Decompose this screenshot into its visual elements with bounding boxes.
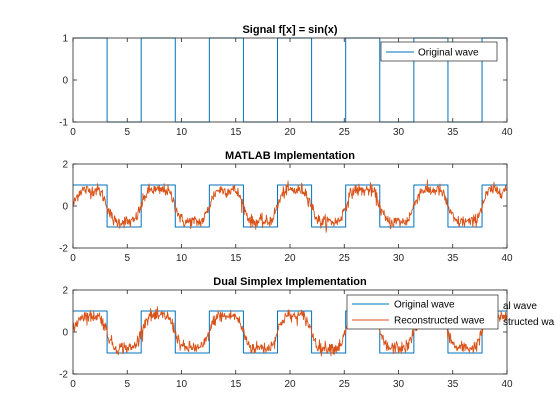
x-tick-label: 25 xyxy=(339,127,351,138)
plot-area xyxy=(73,164,507,248)
y-tick-label: 0 xyxy=(62,76,68,87)
y-tick-label: 0 xyxy=(62,202,68,213)
x-tick-label: 40 xyxy=(501,127,513,138)
x-tick-label: 35 xyxy=(447,253,459,264)
x-tick-label: 30 xyxy=(393,379,405,390)
series-group xyxy=(73,179,507,233)
x-tick-label: 35 xyxy=(447,127,459,138)
x-tick-label: 0 xyxy=(70,253,76,264)
y-tick-label: -1 xyxy=(59,118,68,129)
x-tick-label: 40 xyxy=(501,253,513,264)
x-tick-label: 30 xyxy=(393,253,405,264)
legend-box xyxy=(346,294,499,330)
legend-label-reconstructed: Reconstructed wave xyxy=(394,316,485,327)
y-tick-label: 2 xyxy=(62,286,68,297)
legend-box xyxy=(380,41,498,62)
x-tick-label: 15 xyxy=(230,127,242,138)
x-tick-label: 25 xyxy=(339,253,351,264)
x-tick-label: 15 xyxy=(230,253,242,264)
ghost-legend-label: al wave xyxy=(503,301,537,312)
chart-title: Signal f[x] = sin(x) xyxy=(242,24,337,36)
x-tick-label: 20 xyxy=(284,127,296,138)
x-tick-label: 10 xyxy=(176,379,188,390)
x-tick-label: 5 xyxy=(124,253,130,264)
x-tick-label: 35 xyxy=(447,379,459,390)
x-tick-label: 15 xyxy=(230,379,242,390)
ghost-legend-label: structed wa xyxy=(503,317,555,328)
x-tick-label: 40 xyxy=(501,379,513,390)
y-tick-label: 1 xyxy=(62,34,68,45)
chart-title: Dual Simplex Implementation xyxy=(213,276,367,288)
x-tick-label: 5 xyxy=(124,127,130,138)
x-tick-label: 25 xyxy=(339,379,351,390)
original-wave-line xyxy=(73,184,507,228)
x-tick-label: 5 xyxy=(124,379,130,390)
legend-label-original: Original wave xyxy=(418,48,479,59)
y-tick-label: 2 xyxy=(62,160,68,171)
x-tick-label: 10 xyxy=(176,127,188,138)
chart-title: MATLAB Implementation xyxy=(225,150,355,162)
x-tick-label: 20 xyxy=(284,253,296,264)
reconstructed-wave-line xyxy=(73,179,507,233)
x-tick-label: 10 xyxy=(176,253,188,264)
x-tick-label: 20 xyxy=(284,379,296,390)
y-tick-label: 0 xyxy=(62,328,68,339)
x-tick-label: 0 xyxy=(70,127,76,138)
legend-label-original: Original wave xyxy=(394,300,455,311)
x-tick-label: 30 xyxy=(393,127,405,138)
x-tick-label: 0 xyxy=(70,379,76,390)
y-tick-label: -2 xyxy=(59,244,68,255)
y-tick-label: -2 xyxy=(59,370,68,381)
